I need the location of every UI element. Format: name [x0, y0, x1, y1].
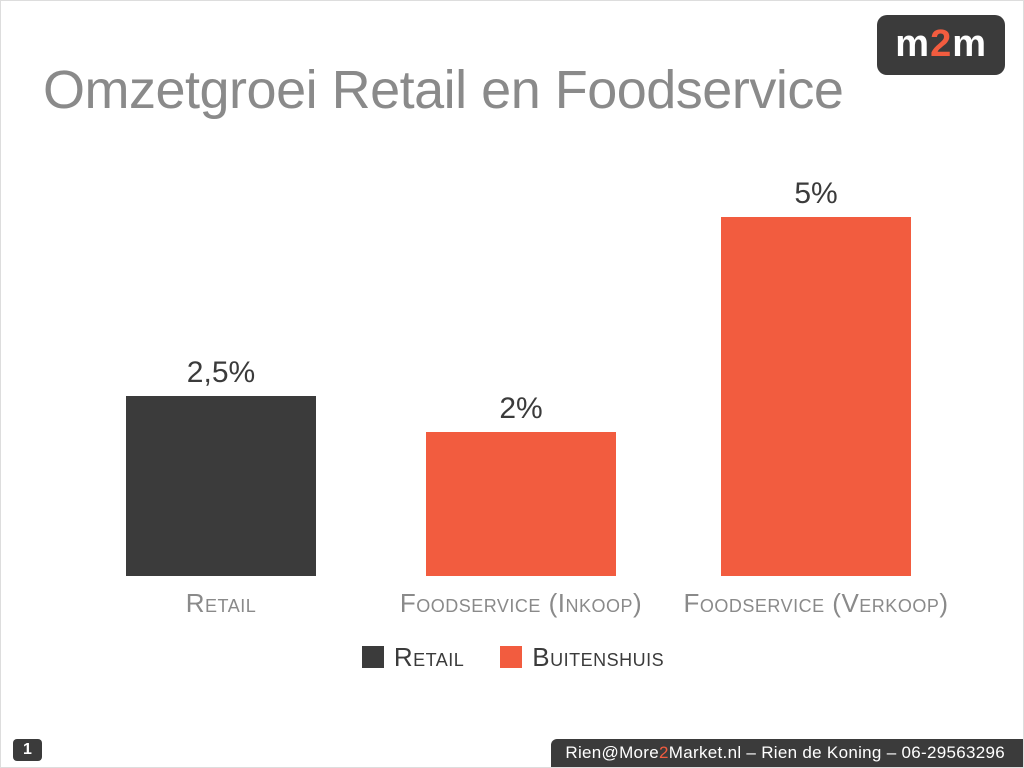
bar-group: 2% [371, 181, 671, 576]
chart-bar [721, 217, 911, 576]
footer-sep-1: – [741, 743, 761, 762]
chart-plot-area: 2,5% 2% 5% [61, 181, 965, 576]
bar-value-label: 2,5% [187, 356, 255, 390]
legend-item: Retail [362, 642, 464, 673]
chart-x-axis: RetailFoodservice (Inkoop)Foodservice (V… [61, 576, 965, 626]
footer-email-accent: 2 [659, 743, 669, 762]
footer-contact: Rien@More2Market.nl – Rien de Koning – 0… [551, 739, 1023, 767]
legend-item: Buitenshuis [500, 642, 664, 673]
logo-m1: m [895, 23, 930, 65]
bar-group: 2,5% [71, 181, 371, 576]
x-axis-label: Retail [71, 588, 371, 619]
logo-m2: m [952, 23, 987, 65]
bar-value-label: 5% [794, 177, 837, 211]
revenue-growth-chart: 2,5%2%5% RetailFoodservice (Inkoop)Foods… [61, 181, 965, 681]
page-number: 1 [13, 739, 42, 761]
bar-value-label: 2% [499, 392, 542, 426]
legend-swatch [362, 646, 384, 668]
slide: m2m Omzetgroei Retail en Foodservice 2,5… [0, 0, 1024, 768]
legend-label: Retail [394, 642, 464, 673]
chart-legend: Retail Buitenshuis [61, 642, 965, 676]
chart-bar [126, 396, 316, 576]
legend-label: Buitenshuis [532, 642, 664, 673]
footer-phone: 06-29563296 [901, 743, 1005, 762]
footer-email-pre: Rien@More [565, 743, 659, 762]
slide-footer: 1 Rien@More2Market.nl – Rien de Koning –… [1, 735, 1023, 767]
slide-title: Omzetgroei Retail en Foodservice [43, 59, 843, 121]
logo-accent: 2 [930, 23, 952, 65]
footer-name: Rien de Koning [761, 743, 881, 762]
bar-group: 5% [666, 181, 966, 576]
chart-bar [426, 432, 616, 576]
brand-logo: m2m [877, 15, 1005, 75]
x-axis-label: Foodservice (Inkoop) [371, 588, 671, 619]
legend-swatch [500, 646, 522, 668]
footer-email-post: Market.nl [669, 743, 742, 762]
x-axis-label: Foodservice (Verkoop) [666, 588, 966, 619]
footer-sep-2: – [882, 743, 902, 762]
